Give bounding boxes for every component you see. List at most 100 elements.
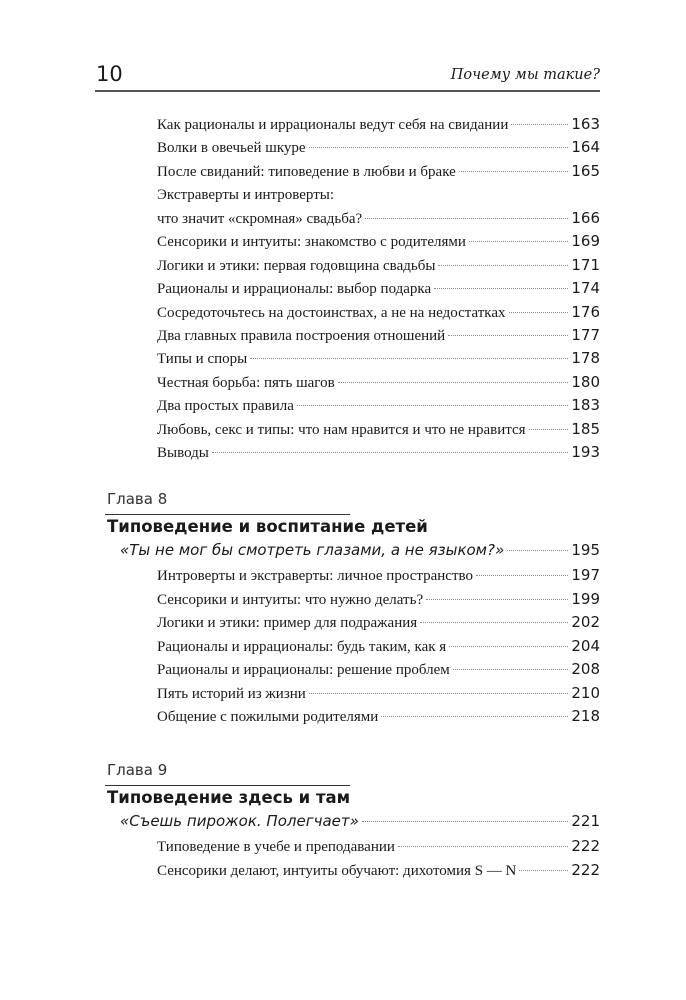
entry-page: 176 — [571, 302, 600, 321]
entry-page: 199 — [571, 589, 600, 608]
toc-entry[interactable]: Волки в овечьей шкуре 164 — [157, 137, 600, 160]
leader-dots — [361, 821, 569, 822]
toc-entry[interactable]: Пять историй из жизни 210 — [157, 683, 600, 706]
leader-dots — [308, 147, 569, 149]
entry-page: 222 — [571, 860, 600, 879]
toc-entry[interactable]: Любовь, секс и типы: что нам нравится и … — [157, 419, 600, 442]
entry-title: Сенсорики делают, интуиты обучают: дихот… — [157, 862, 517, 879]
toc-entry[interactable]: Выводы 193 — [157, 442, 600, 465]
toc-entry[interactable]: Типоведение в учебе и преподавании 222 — [157, 836, 600, 859]
leader-dots — [458, 170, 569, 172]
entry-page: 202 — [571, 613, 600, 631]
entry-title: Рационалы и иррационалы: решение проблем — [157, 662, 450, 678]
entry-title-line2: что значит «скромная» свадьба? — [157, 210, 363, 227]
entry-title: Сосредоточьтесь на достоинствах, а не на… — [157, 304, 506, 321]
entry-page: 177 — [571, 325, 600, 344]
running-title: Почему мы такие? — [450, 67, 600, 83]
entry-title: Выводы — [157, 445, 209, 462]
entry-title: Рационалы и иррационалы: выбор подарка — [157, 281, 432, 298]
entry-page: 218 — [571, 707, 600, 725]
toc-entry[interactable]: Типы и споры 178 — [157, 348, 600, 371]
entry-title: Честная борьба: пять шагов — [157, 374, 335, 391]
leader-dots — [420, 622, 569, 623]
entry-title: Любовь, секс и типы: что нам нравится и … — [157, 421, 526, 438]
chapter-title: Типоведение здесь и там — [107, 788, 351, 807]
entry-title: Логики и этики: первая годовщина свадьбы — [157, 257, 436, 274]
entry-page: 193 — [571, 443, 600, 462]
chapter-label: Глава 8 — [107, 490, 168, 508]
entry-title: Сенсорики и интуиты: знакомство с родите… — [157, 234, 466, 251]
toc-entry[interactable]: Честная борьба: пять шагов 180 — [157, 372, 600, 395]
toc-entry[interactable]: Логики и этики: пример для подражания 202 — [157, 612, 600, 635]
toc-entry[interactable]: «Съешь пирожок. Полегчает» 221 — [120, 812, 600, 830]
leader-dots — [507, 550, 569, 551]
toc-entry[interactable]: Сосредоточьтесь на достоинствах, а не на… — [157, 302, 600, 325]
chapter-rule — [105, 785, 350, 786]
leader-dots — [365, 217, 569, 219]
entry-title: Типы и споры — [157, 351, 248, 368]
leader-dots — [434, 288, 569, 290]
leader-dots — [468, 241, 569, 243]
entry-title: После свиданий: типоведение в любви и бр… — [157, 163, 456, 180]
entry-page: 180 — [571, 372, 600, 391]
toc-entry[interactable]: Два простых правила 183 — [157, 395, 600, 418]
page-number: 10 — [96, 62, 123, 86]
toc-entry[interactable]: Сенсорики делают, интуиты обучают: дихот… — [157, 860, 600, 883]
leader-dots — [528, 428, 569, 430]
leader-dots — [449, 645, 569, 647]
entry-page: 185 — [571, 419, 600, 438]
leader-dots — [426, 598, 569, 600]
entry-title-line1: Экстраверты и интроверты: — [157, 187, 335, 204]
toc-entry[interactable]: Рационалы и иррационалы: выбор подарка 17… — [157, 278, 600, 301]
entry-page: 169 — [571, 232, 600, 251]
entry-page: 208 — [571, 660, 600, 678]
leader-dots — [475, 575, 569, 576]
leader-dots — [452, 669, 569, 670]
toc-entry[interactable]: Общение с пожилыми родителями 218 — [157, 706, 600, 729]
toc-entry[interactable]: Два главных правила построения отношений… — [157, 325, 600, 348]
toc-entry[interactable]: Логики и этики: первая годовщина свадьбы… — [157, 255, 600, 278]
entry-page: 164 — [571, 138, 600, 157]
toc-entry[interactable]: Сенсорики и интуиты: знакомство с родите… — [157, 231, 600, 254]
leader-dots — [211, 452, 569, 454]
toc-entry[interactable]: Интроверты и экстраверты: личное простра… — [157, 565, 600, 588]
toc-entry[interactable]: «Ты не мог бы смотреть глазами, а не язы… — [120, 541, 600, 559]
entry-page: 174 — [571, 279, 600, 298]
entry-page: 171 — [571, 255, 600, 274]
entry-title: Экстраверты и интроверты: — [157, 184, 600, 207]
entry-title: Общение с пожилыми родителями — [157, 709, 379, 725]
leader-dots — [250, 358, 569, 360]
entry-page: 163 — [571, 115, 600, 133]
entry-title: Рационалы и иррационалы: будь таким, как… — [157, 638, 447, 655]
entry-title: Сенсорики и интуиты: что нужно делать? — [157, 591, 424, 608]
entry-page: 165 — [571, 161, 600, 180]
entry-page: 178 — [571, 349, 600, 368]
leader-dots — [511, 124, 569, 125]
entry-page: 210 — [571, 683, 600, 702]
chapter-title: Типоведение и воспитание детей — [107, 517, 428, 536]
entry-page: 222 — [571, 837, 600, 855]
entry-page: 183 — [571, 396, 600, 415]
entry-title: Интроверты и экстраверты: личное простра… — [157, 568, 473, 584]
toc-entry[interactable]: Рационалы и иррационалы: решение проблем… — [157, 659, 600, 682]
chapter-rule — [105, 514, 350, 515]
leader-dots — [296, 405, 569, 407]
header-rule — [95, 90, 600, 92]
toc-entry[interactable]: После свиданий: типоведение в любви и бр… — [157, 161, 600, 184]
entry-line2: что значит «скромная» свадьба? 166 — [157, 208, 600, 231]
leader-dots — [448, 334, 569, 336]
leader-dots — [438, 264, 569, 266]
leader-dots — [308, 692, 569, 694]
toc-entry[interactable]: Экстраверты и интроверты: что значит «скр… — [157, 184, 600, 231]
toc-entry[interactable]: Рационалы и иррационалы: будь таким, как… — [157, 636, 600, 659]
entry-title: Логики и этики: пример для подражания — [157, 615, 418, 631]
entry-page: 197 — [571, 566, 600, 584]
toc-entry[interactable]: Сенсорики и интуиты: что нужно делать? 19… — [157, 589, 600, 612]
entry-title: Два простых правила — [157, 398, 294, 415]
entry-page: 221 — [571, 812, 600, 830]
entry-title: «Съешь пирожок. Полегчает» — [120, 812, 359, 830]
leader-dots — [397, 846, 569, 847]
entry-title: Волки в овечьей шкуре — [157, 140, 306, 157]
toc-entry[interactable]: Как рационалы и иррационалы ведут себя н… — [157, 114, 600, 137]
leader-dots — [337, 381, 569, 383]
